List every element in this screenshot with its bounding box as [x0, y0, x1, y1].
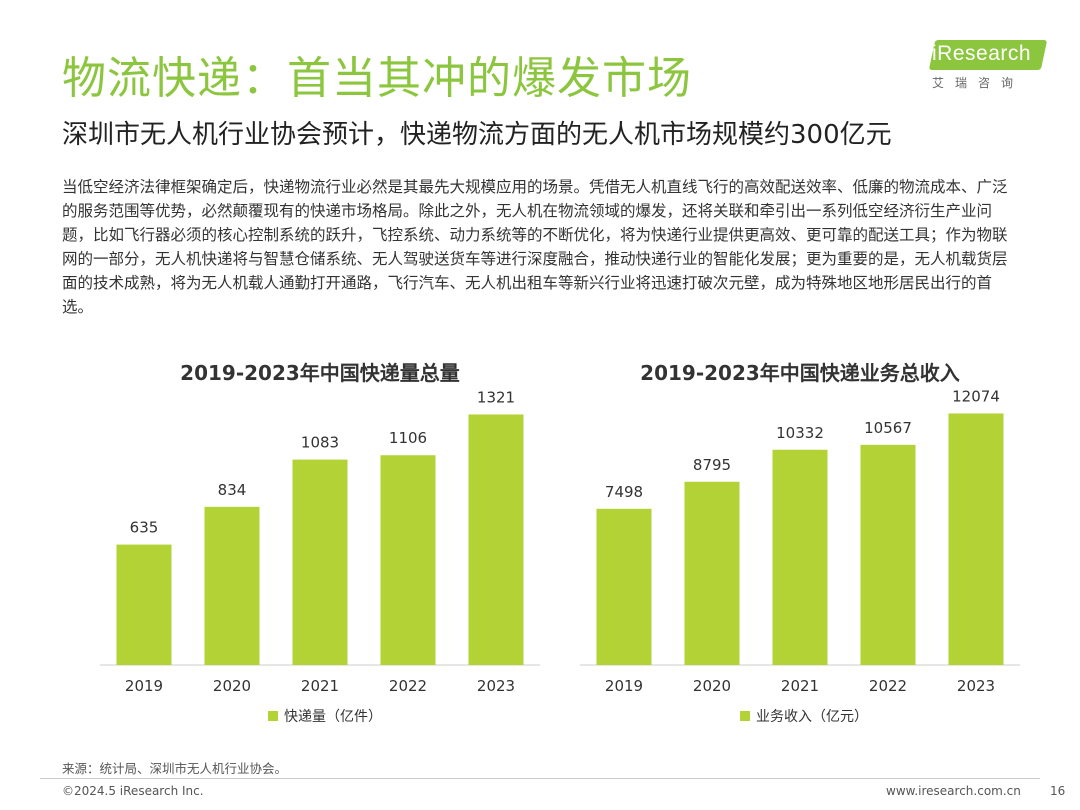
bar-2021	[772, 449, 828, 665]
data-label-2019: 7498	[605, 483, 643, 501]
legend-swatch	[268, 711, 278, 721]
bar-2022	[380, 455, 436, 665]
data-label-2019: 635	[130, 519, 159, 537]
legend-label: 业务收入（亿元）	[756, 709, 868, 725]
chart-express-revenue: 7498 2019 8795 2020 10332 2021 10567 2022 12074 2…	[580, 387, 1020, 695]
footer-divider	[40, 778, 1040, 779]
bar-2020	[204, 506, 260, 665]
x-tick-2023: 2023	[477, 677, 515, 695]
bar-2022	[860, 444, 916, 665]
data-label-2020: 8795	[693, 456, 731, 474]
iresearch-logo: iResearch 艾瑞咨询	[920, 34, 1060, 98]
x-tick-2022: 2022	[869, 677, 907, 695]
data-label-2022: 1106	[389, 429, 427, 447]
x-tick-2020: 2020	[213, 677, 251, 695]
logo-sub: 艾瑞咨询	[932, 76, 1025, 90]
x-tick-2021: 2021	[781, 677, 819, 695]
page-title: 物流快递：首当其冲的爆发市场	[62, 53, 692, 104]
x-tick-2022: 2022	[389, 677, 427, 695]
logo-brand: iResearch	[932, 42, 1032, 65]
bar-2020	[684, 481, 740, 665]
bar-2021	[292, 459, 348, 665]
chart-express-volume: 635 2019 834 2020 1083 2021 1106 2022 1321 2023	[100, 388, 540, 695]
chart-title-revenue: 2019-2023年中国快递业务总收入	[640, 361, 960, 385]
x-tick-2020: 2020	[693, 677, 731, 695]
bar-2019	[596, 508, 652, 665]
legend-volume: 快递量（亿件）	[268, 706, 382, 726]
source-note: 来源：统计局、深圳市无人机行业协会。	[62, 761, 288, 776]
copyright: ©2024.5 iResearch Inc.	[62, 784, 204, 798]
data-label-2021: 1083	[301, 434, 339, 452]
bar-2019	[116, 544, 172, 665]
data-label-2021: 10332	[776, 424, 824, 442]
body-paragraph: 当低空经济法律框架确定后，快递物流行业必然是其最先大规模应用的场景。凭借无人机直…	[62, 178, 1008, 316]
chart-title-volume: 2019-2023年中国快递量总量	[180, 361, 460, 385]
data-label-2020: 834	[218, 481, 247, 499]
bar-2023	[468, 414, 524, 665]
x-tick-2019: 2019	[125, 677, 163, 695]
x-tick-2019: 2019	[605, 677, 643, 695]
website-link[interactable]: www.iresearch.com.cn	[886, 784, 1021, 798]
bar-2023	[948, 413, 1004, 665]
data-label-2022: 10567	[864, 419, 912, 437]
page-subtitle: 深圳市无人机行业协会预计，快递物流方面的无人机市场规模约300亿元	[62, 120, 892, 150]
x-tick-2023: 2023	[957, 677, 995, 695]
legend-label: 快递量（亿件）	[284, 709, 382, 725]
data-label-2023: 1321	[477, 388, 515, 406]
x-tick-2021: 2021	[301, 677, 339, 695]
data-label-2023: 12074	[952, 387, 1000, 405]
legend-revenue: 业务收入（亿元）	[740, 706, 868, 726]
legend-swatch	[740, 711, 750, 721]
page-number: 16	[1050, 784, 1066, 798]
